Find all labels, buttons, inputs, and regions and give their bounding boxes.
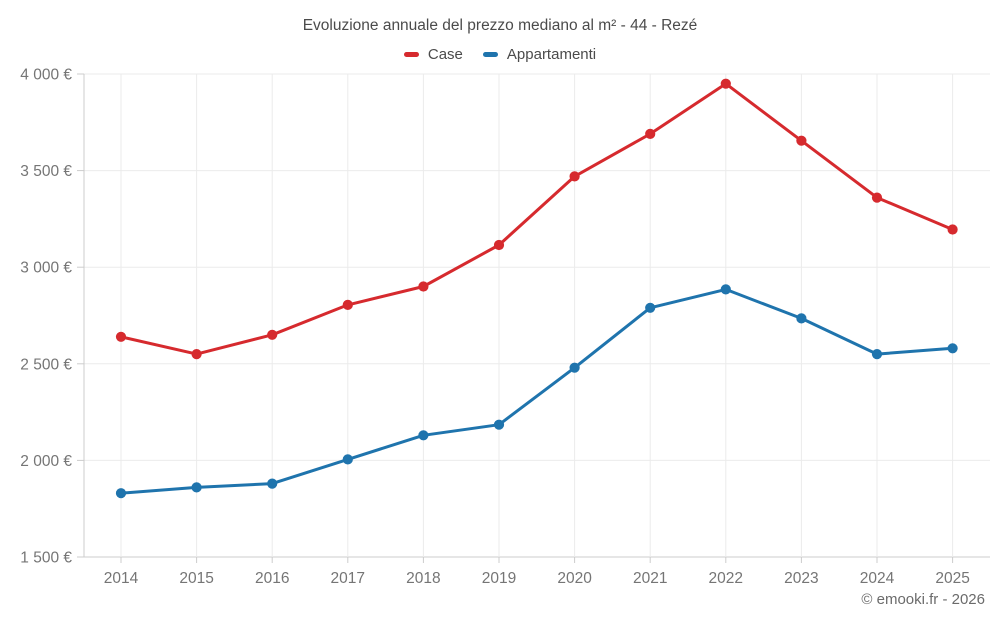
svg-text:4 000 €: 4 000 € [20,67,72,84]
legend-label-case: Case [427,46,463,63]
svg-text:2 500 €: 2 500 € [20,356,72,373]
svg-text:2022: 2022 [709,570,743,587]
svg-text:2 000 €: 2 000 € [20,453,72,470]
svg-text:1 500 €: 1 500 € [20,550,72,567]
legend-item-appartamenti[interactable]: Appartamenti [482,46,597,63]
svg-text:2018: 2018 [406,570,440,587]
svg-text:3 500 €: 3 500 € [20,163,72,180]
chart-title: Evoluzione annuale del prezzo mediano al… [302,17,698,34]
svg-text:2021: 2021 [633,570,667,587]
case-series-swatch-icon [403,52,419,57]
legend-label-appartamenti: Appartamenti [506,46,597,63]
svg-text:2020: 2020 [557,570,592,587]
copyright-watermark: © emooki.fr - 2026 [861,591,985,608]
svg-text:2023: 2023 [784,570,818,587]
svg-text:2017: 2017 [331,570,365,587]
svg-text:2019: 2019 [482,570,516,587]
svg-text:2015: 2015 [179,570,213,587]
svg-text:2016: 2016 [255,570,289,587]
legend-item-case[interactable]: Case [403,46,463,63]
appartamenti-series-swatch-icon [482,52,498,57]
svg-text:3 000 €: 3 000 € [20,260,72,277]
svg-text:2025: 2025 [935,570,969,587]
svg-text:2014: 2014 [104,570,139,587]
chart-legend: Case Appartamenti [0,46,1000,63]
svg-text:2024: 2024 [860,570,895,587]
